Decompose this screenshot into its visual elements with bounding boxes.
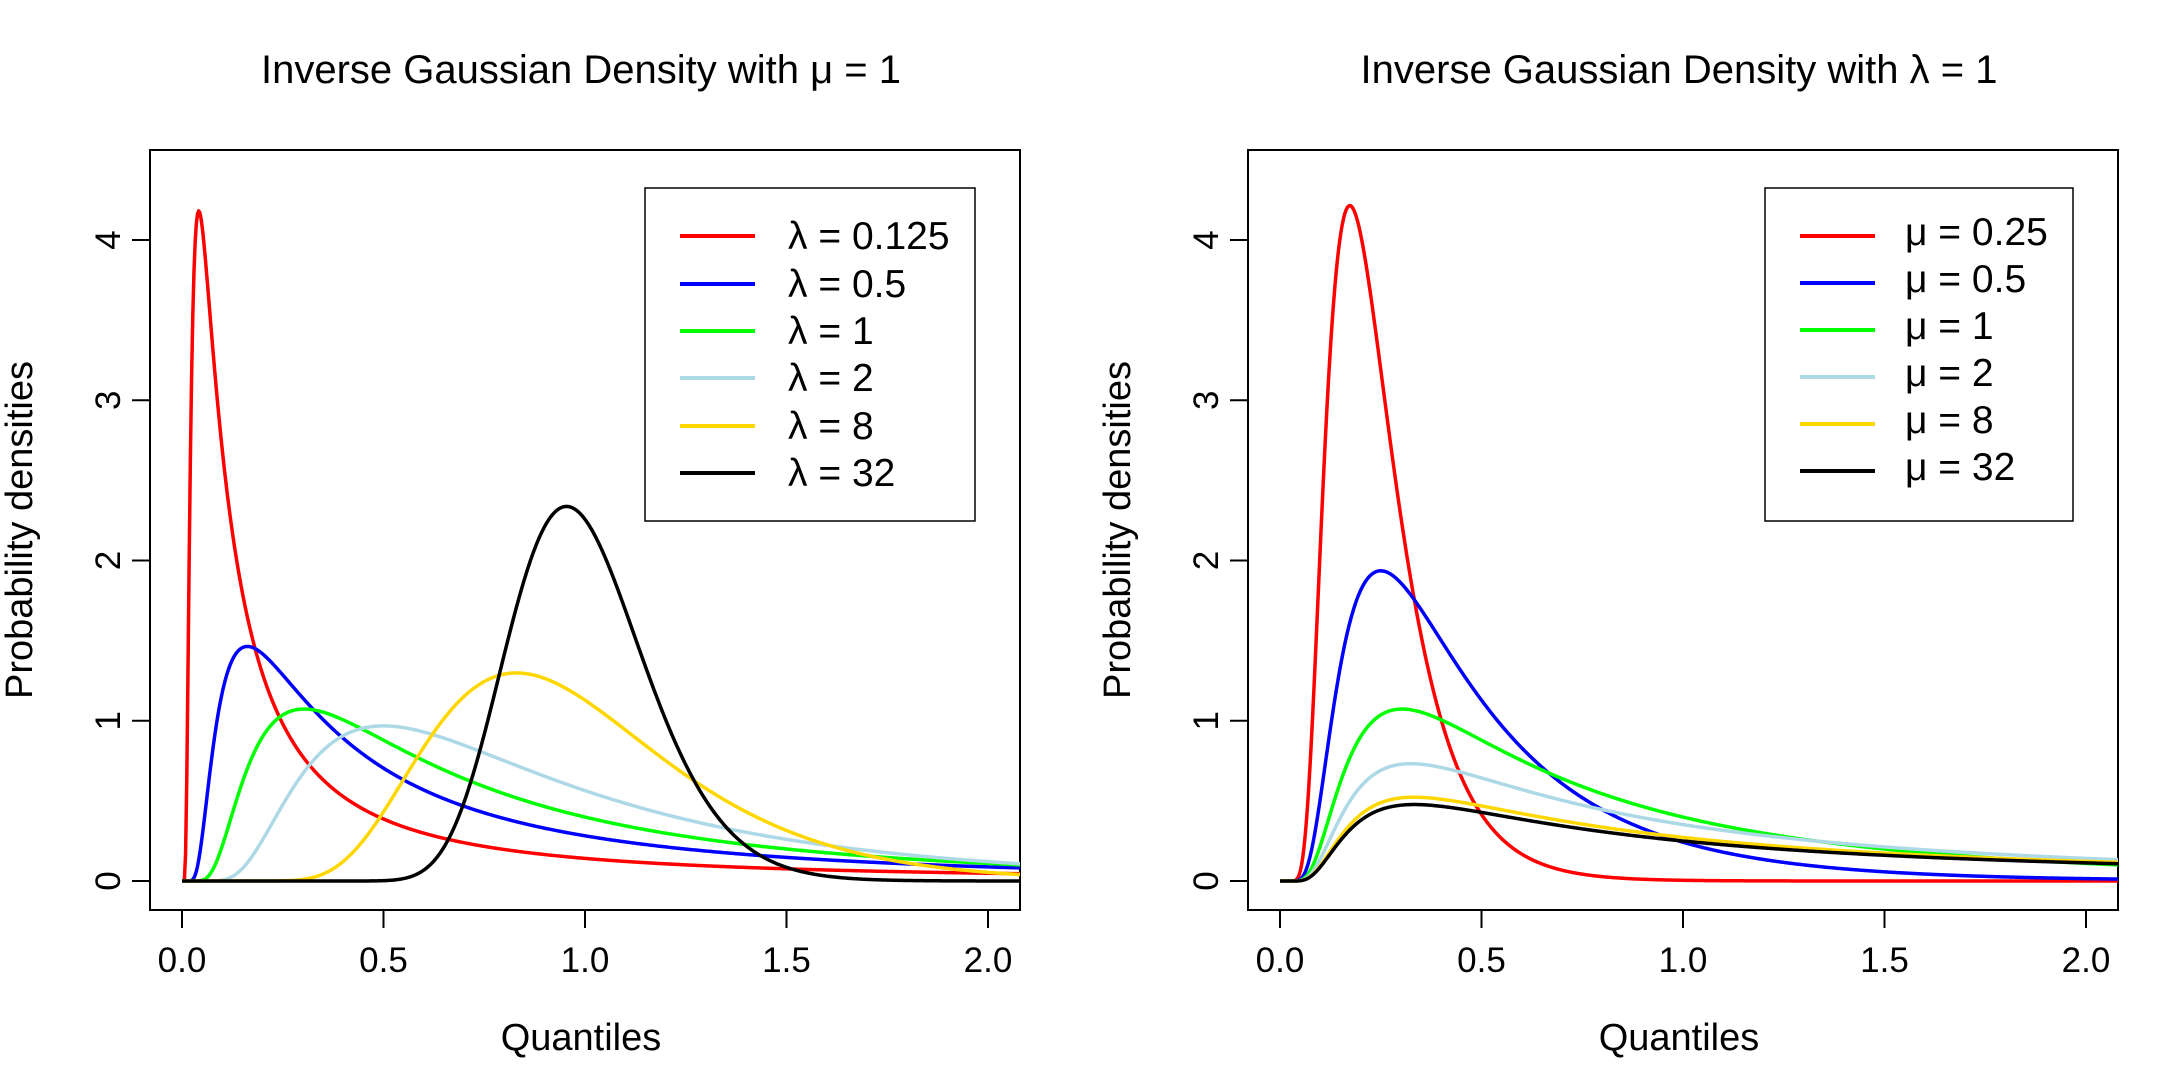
x-axis-ticks: 0.0 0.5 1.0 1.5 2.0: [158, 910, 1013, 980]
legend-label: λ = 0.5: [788, 263, 906, 306]
legend: μ = 0.25 μ = 0.5 μ = 1 μ = 2 μ = 8 μ = 3…: [1764, 187, 2074, 522]
chart-panel-left: Inverse Gaussian Density with μ = 1 Quan…: [0, 48, 1021, 1059]
y-tick-label: 1: [89, 711, 128, 730]
legend-label: μ = 2: [1905, 352, 1994, 395]
plot-area: [1279, 203, 2118, 883]
series-line: [181, 209, 1020, 883]
x-tick-label: 1.5: [1860, 941, 1909, 980]
chart-panel-right: Inverse Gaussian Density with λ = 1 Quan…: [1097, 48, 2119, 1059]
legend-label: λ = 2: [788, 357, 874, 400]
legend-label: μ = 0.5: [1905, 258, 2026, 301]
legend-label: λ = 32: [788, 452, 895, 495]
legend-box: [1764, 187, 2074, 522]
series-line: [1279, 795, 2118, 883]
series-line: [1279, 761, 2118, 883]
series-line: [1279, 569, 2118, 883]
x-tick-label: 0.0: [158, 941, 207, 980]
x-tick-label: 0.5: [359, 941, 408, 980]
y-tick-label: 0: [89, 871, 128, 890]
x-axis-ticks: 0.0 0.5 1.0 1.5 2.0: [1256, 910, 2111, 980]
series-line: [181, 644, 1020, 883]
plot-area: [181, 209, 1020, 883]
series-line: [181, 504, 1020, 883]
legend-label: λ = 8: [788, 405, 874, 448]
x-tick-label: 1.5: [762, 941, 811, 980]
x-tick-label: 1.0: [561, 941, 610, 980]
series-line: [1279, 802, 2118, 883]
x-tick-label: 0.0: [1256, 941, 1305, 980]
legend-label: μ = 1: [1905, 305, 1994, 348]
x-tick-label: 1.0: [1659, 941, 1708, 980]
series-line: [1279, 203, 2118, 883]
x-tick-label: 0.5: [1457, 941, 1506, 980]
y-tick-label: 3: [89, 391, 128, 410]
legend-label: λ = 0.125: [788, 215, 950, 258]
x-axis-label: Quantiles: [501, 1017, 662, 1059]
chart-title: Inverse Gaussian Density with μ = 1: [261, 48, 901, 92]
y-axis-ticks: 0 1 2 3 4: [89, 230, 150, 891]
legend-label: μ = 32: [1905, 446, 2015, 489]
legend-label: μ = 8: [1905, 399, 1994, 442]
x-tick-label: 2.0: [964, 941, 1013, 980]
legend-label: μ = 0.25: [1905, 211, 2048, 254]
x-axis-label: Quantiles: [1599, 1017, 1760, 1059]
y-axis-label: Probability densities: [1097, 361, 1139, 699]
y-tick-label: 2: [1187, 551, 1226, 570]
legend: λ = 0.125 λ = 0.5 λ = 1 λ = 2 λ = 8 λ = …: [644, 187, 976, 522]
chart-title: Inverse Gaussian Density with λ = 1: [1361, 48, 1998, 92]
series-line: [181, 724, 1020, 883]
legend-box: [644, 187, 976, 522]
legend-label: λ = 1: [788, 310, 874, 353]
y-tick-label: 3: [1187, 391, 1226, 410]
y-tick-label: 0: [1187, 871, 1226, 890]
y-tick-label: 4: [1187, 230, 1226, 249]
y-tick-label: 2: [89, 551, 128, 570]
y-axis-label: Probability densities: [0, 361, 41, 699]
y-tick-label: 1: [1187, 711, 1226, 730]
y-tick-label: 4: [89, 230, 128, 249]
x-tick-label: 2.0: [2062, 941, 2111, 980]
y-axis-ticks: 0 1 2 3 4: [1187, 230, 1248, 891]
series-line: [181, 671, 1020, 883]
